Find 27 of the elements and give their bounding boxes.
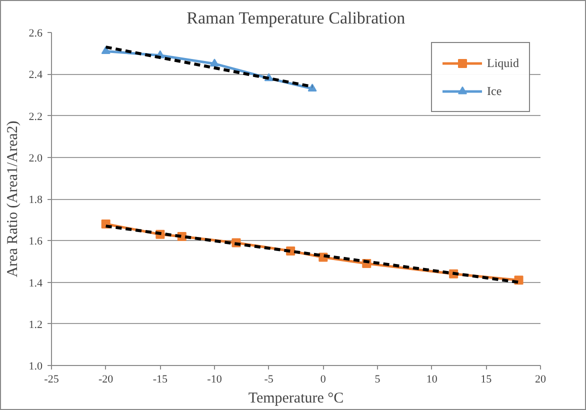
y-tick-label: 1.2 (28, 318, 42, 331)
x-tick-label: 10 (426, 374, 438, 386)
x-tick-label: -10 (207, 374, 222, 386)
legend-label: Liquid (487, 56, 519, 70)
y-tick-label: 2.6 (28, 28, 43, 40)
chart-title: Raman Temperature Calibration (186, 8, 406, 28)
x-tick-label: -5 (264, 374, 274, 386)
x-tick-label: -15 (152, 374, 168, 386)
x-tick-label: 5 (374, 374, 381, 386)
x-tick-label: 0 (320, 374, 326, 386)
y-tick-label: 1.8 (28, 194, 43, 206)
y-tick-label: 1.4 (28, 277, 43, 290)
x-axis-title: Temperature °C (248, 390, 344, 406)
x-tick-label: -25 (44, 374, 60, 386)
point (210, 58, 219, 67)
y-axis-title: Area Ratio (Area1/Area2) (4, 120, 21, 278)
y-tick-label: 2.0 (28, 152, 43, 164)
x-tick-label: 20 (535, 374, 546, 386)
point (101, 46, 110, 54)
y-tick-label: 1.6 (28, 236, 43, 248)
y-tick-label: 1.0 (28, 360, 43, 372)
legend-label: Ice (487, 84, 503, 98)
y-tick-label: 2.4 (28, 69, 43, 82)
x-tick-label: 15 (480, 374, 492, 386)
point (308, 84, 317, 92)
y-tick-label: 2.2 (28, 110, 42, 123)
x-tick-label: -20 (98, 374, 114, 386)
